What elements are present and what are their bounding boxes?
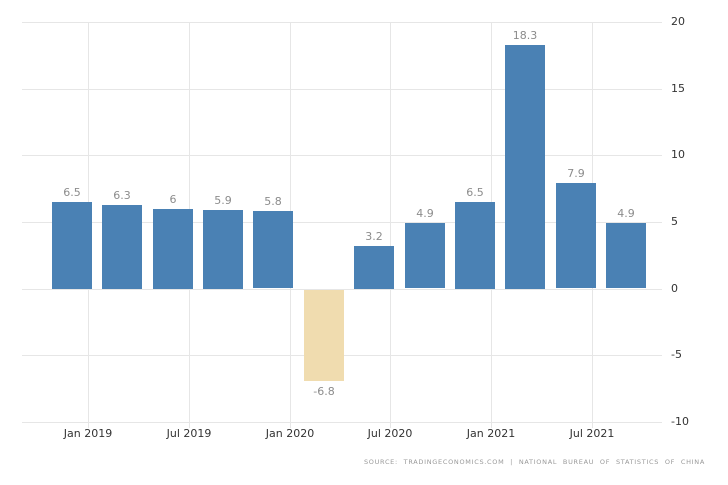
data-label: 6.3 [113,189,131,202]
y-gridline [22,22,662,23]
data-bar[interactable] [405,223,445,288]
data-label: 6.5 [63,186,81,199]
y-axis-tick-label: 20 [671,15,685,28]
x-axis-tick-label: Jul 2021 [569,427,615,440]
data-label: 7.9 [567,167,585,180]
x-axis-tick-label: Jan 2020 [265,427,315,440]
x-axis-tick-label: Jul 2020 [367,427,413,440]
data-bar[interactable] [304,290,344,381]
source-attribution: SOURCE: TRADINGECONOMICS.COM | NATIONAL … [363,458,705,466]
x-axis-tick-label: Jan 2021 [466,427,516,440]
x-gridline [390,22,391,428]
y-gridline [22,89,662,90]
data-bar[interactable] [102,205,142,289]
data-bar[interactable] [203,210,243,289]
y-gridline [22,222,662,223]
data-bar[interactable] [505,45,545,289]
data-bar[interactable] [455,202,495,289]
x-axis-tick-label: Jan 2019 [63,427,113,440]
y-axis-tick-label: -10 [671,415,689,428]
y-axis-tick-label: -5 [671,348,682,361]
data-bar[interactable] [354,246,394,289]
data-bar[interactable] [253,211,293,288]
data-label: 5.9 [214,194,232,207]
y-gridline [22,155,662,156]
y-axis-tick-label: 0 [671,282,678,295]
data-label: 5.8 [264,195,282,208]
data-label: 3.2 [365,230,383,243]
data-label: 18.3 [512,29,538,42]
y-axis-tick-label: 15 [671,82,685,95]
data-label: -6.8 [313,385,335,398]
y-axis-tick-label: 10 [671,148,685,161]
data-bar[interactable] [52,202,92,289]
data-bar[interactable] [153,209,193,289]
data-label: 6.5 [466,186,484,199]
data-bar[interactable] [556,183,596,288]
data-label: 6 [169,193,177,206]
data-bar[interactable] [606,223,646,288]
x-axis-tick-label: Jul 2019 [166,427,212,440]
data-label: 4.9 [416,207,434,220]
y-gridline [22,422,662,423]
y-gridline [22,289,662,290]
data-label: 4.9 [617,207,635,220]
y-axis-tick-label: 5 [671,215,678,228]
